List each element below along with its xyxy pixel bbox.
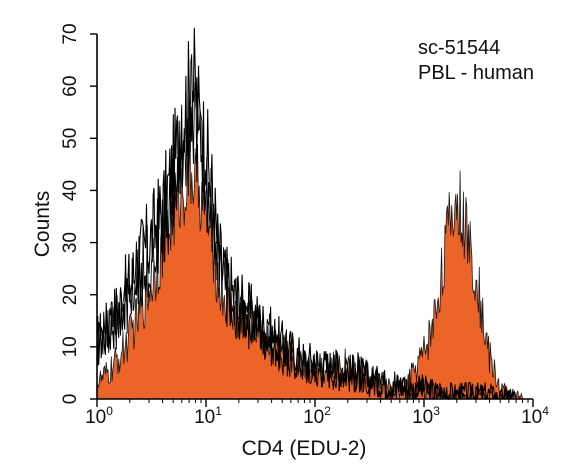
- y-tick-label: 10: [60, 336, 81, 357]
- x-axis-title: CD4 (EDU-2): [242, 437, 367, 460]
- annotation-line: sc-51544: [418, 37, 500, 59]
- y-tick-label: 30: [60, 232, 81, 253]
- annotation-line: PBL - human: [418, 62, 534, 84]
- y-tick-label: 20: [60, 284, 81, 305]
- histogram-fills: [96, 140, 533, 400]
- chart-axes: [90, 33, 534, 407]
- y-tick-label: 60: [60, 76, 81, 97]
- y-tick-label: 70: [60, 23, 81, 44]
- x-tick-label: 103: [412, 404, 440, 428]
- y-axis-title: Counts: [31, 191, 54, 258]
- x-tick-label: 104: [521, 404, 549, 428]
- chart-text: 0 10 20 30 40 50 60 70 100 101 102 103 104 CD4 (EDU-2…: [31, 23, 549, 460]
- x-tick-label: 102: [303, 404, 331, 428]
- stained-histogram-fill: [96, 140, 533, 400]
- control-histogram-line-2: [96, 54, 533, 401]
- y-tick-label: 40: [60, 180, 81, 201]
- y-tick-label: 0: [60, 394, 81, 405]
- x-tick-label: 100: [85, 404, 113, 428]
- x-tick-label: 101: [194, 404, 222, 428]
- y-tick-label: 50: [60, 128, 81, 149]
